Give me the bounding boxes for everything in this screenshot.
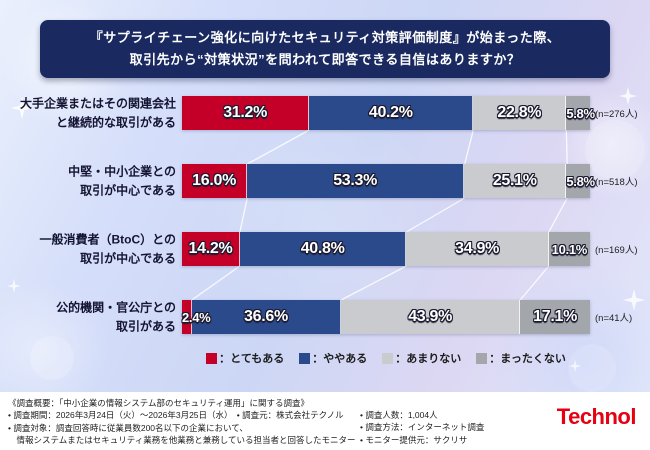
stacked-bar: 2.4% 36.6% 43.9% 17.1% [182, 300, 590, 334]
segment-connector-lines [191, 129, 568, 301]
chart-legend: ：とてもある ：ややある ：あまりない ：まったくない [182, 350, 590, 366]
bar-segment-mattaku-nai: 10.1% [548, 232, 590, 266]
bar-segment-mattaku-nai: 5.8% [566, 164, 595, 198]
category-label: 一般消費者（BtoC）との 取引が中心である [39, 232, 176, 265]
bar-segment-yaya-aru: 36.6% [191, 300, 342, 334]
legend-item-yaya-aru: ：ややある [299, 350, 367, 366]
legend-swatch-blue [299, 352, 311, 364]
chart-title-line2: 取引先から“対策状況”を問われて即答できる自信はありますか？ [129, 52, 521, 68]
bar-segment-amari-nai: 25.1% [464, 164, 567, 198]
segment-value-label: 2.4% [182, 309, 211, 325]
legend-label: ：ややある [312, 353, 368, 365]
legend-item-mattaku-nai: ：まったくない [476, 350, 566, 366]
legend-label: ：とてもある [219, 353, 285, 365]
legend-label: ：あまりない [395, 353, 462, 365]
bar-segment-totemo-aru: 16.0% [182, 164, 248, 198]
bar-segment-totemo-aru: 2.4% [182, 300, 211, 334]
survey-method: • 調査方法：インターネット調査 [360, 422, 485, 433]
bar-segment-yaya-aru: 40.8% [239, 232, 407, 266]
bar-segment-amari-nai: 34.9% [406, 232, 549, 266]
chart-row-sme: 中堅・中小企業との 取引が中心である 16.0% 53.3% 25.1% 5.8% (… [0, 164, 650, 198]
brand-logo: Technol [556, 404, 637, 429]
chart-title-line1: 『サプライチェーン強化に向けたセキュリティ対策評価制度』が始まった際、 [89, 30, 561, 45]
segment-value-label: 22.8% [497, 104, 542, 121]
segment-value-label: 40.8% [300, 240, 345, 257]
segment-value-label: 36.6% [244, 308, 288, 325]
survey-target-line2: 情報システムまたはセキュリティ業務を他業務と兼務している担当者と回答したモニター [8, 434, 356, 445]
legend-swatch-gray [476, 352, 488, 364]
segment-value-label: 43.9% [408, 308, 453, 325]
segment-value-label: 10.1% [551, 241, 588, 257]
survey-monitor-provider: • モニター提供元：サクリサ [360, 434, 468, 445]
survey-overview-title: 《調査概要：「中小企業の情報システム部のセキュリティ運用」に関する調査》 [8, 398, 309, 408]
bar-segment-yaya-aru: 53.3% [247, 164, 465, 198]
legend-swatch-lightgray [382, 352, 394, 364]
segment-value-label: 31.2% [223, 104, 268, 121]
bar-segment-amari-nai: 22.8% [473, 96, 567, 130]
sample-size-label: (n=169人) [595, 245, 638, 256]
category-label: 大手企業またはその関連会社 と継続的な取引がある [19, 96, 176, 129]
survey-period-source: • 調査期間：2026年3月24日（火）～2026年3月25日（水） • 調査元… [8, 410, 344, 421]
segment-value-label: 25.1% [492, 172, 537, 189]
chart-title: 『サプライチェーン強化に向けたセキュリティ対策評価制度』が始まった際、 取引先か… [40, 20, 610, 79]
segment-value-label: 16.0% [192, 172, 236, 189]
segment-value-label: 5.8% [566, 173, 595, 189]
chart-row-btoc: 一般消費者（BtoC）との 取引が中心である 14.2% 40.8% 34.9% 10… [0, 232, 650, 266]
segment-value-label: 14.2% [188, 240, 233, 257]
survey-target-line1: • 調査対象：調査回答時に従業員数200名以下の企業において、 [8, 422, 248, 433]
legend-item-amari-nai: ：あまりない [382, 350, 461, 366]
segment-value-label: 34.9% [455, 240, 499, 257]
bar-segment-totemo-aru: 14.2% [182, 232, 240, 266]
stacked-bar: 31.2% 40.2% 22.8% 5.8% [182, 96, 595, 130]
bar-segment-yaya-aru: 40.2% [309, 96, 474, 130]
segment-value-label: 40.2% [368, 104, 413, 121]
bar-segment-totemo-aru: 31.2% [182, 96, 310, 130]
sample-size-label: (n=276人) [595, 109, 638, 120]
stacked-bar: 16.0% 53.3% 25.1% 5.8% [182, 164, 595, 198]
legend-label: ：まったくない [489, 353, 566, 365]
survey-footer: 《調査概要：「中小企業の情報システム部のセキュリティ運用」に関する調査》 • 調… [0, 392, 650, 450]
legend-item-totemo-aru: ：とてもある [206, 350, 284, 366]
survey-respondents: • 調査人数：1,004人 [360, 410, 438, 420]
stacked-bar: 14.2% 40.8% 34.9% 10.1% [182, 232, 590, 266]
legend-swatch-red [206, 352, 218, 364]
segment-value-label: 5.8% [566, 105, 595, 121]
chart-row-major-enterprise: 大手企業またはその関連会社 と継続的な取引がある 31.2% 40.2% 22.8%… [0, 96, 650, 130]
chart-row-public: 公的機関・官公庁との 取引がある 2.4% 36.6% 43.9% 17.1% (n=… [0, 300, 650, 334]
segment-value-label: 17.1% [533, 308, 578, 325]
category-label: 中堅・中小企業との 取引が中心である [68, 164, 176, 197]
bar-segment-amari-nai: 43.9% [341, 300, 521, 334]
bar-segment-mattaku-nai: 17.1% [520, 300, 590, 334]
sample-size-label: (n=41人) [595, 313, 633, 324]
bar-segment-mattaku-nai: 5.8% [566, 96, 595, 130]
survey-overview-block: 《調査概要：「中小企業の情報システム部のセキュリティ運用」に関する調査》 • 調… [8, 397, 360, 446]
category-label: 公的機関・官公庁との 取引がある [56, 300, 176, 333]
survey-details-block: • 調査人数：1,004人 • 調査方法：インターネット調査 • モニター提供元… [360, 397, 528, 446]
segment-value-label: 53.3% [333, 172, 378, 189]
sample-size-label: (n=518人) [595, 177, 638, 188]
chart-rows: 大手企業またはその関連会社 と継続的な取引がある 31.2% 40.2% 22.8%… [0, 96, 650, 336]
